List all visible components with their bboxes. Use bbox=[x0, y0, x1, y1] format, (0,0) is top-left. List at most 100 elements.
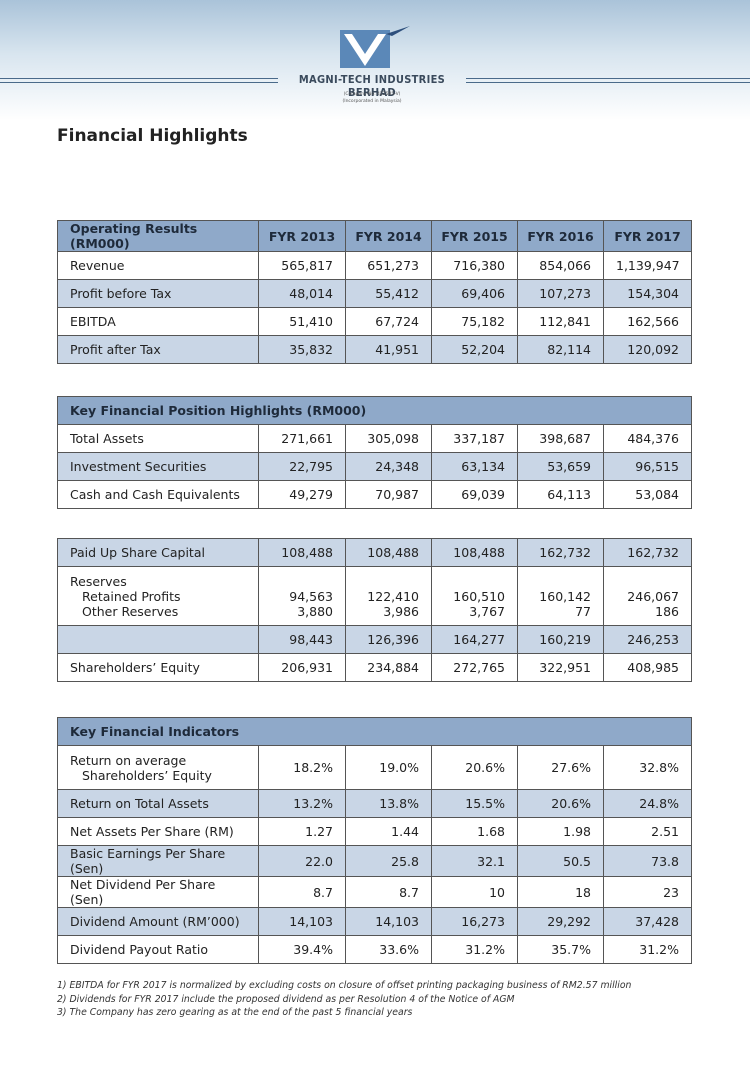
table-row: Shareholders’ Equity 206,931 234,884 272,76… bbox=[57, 653, 692, 682]
rule bbox=[466, 78, 750, 79]
row-label: Dividend Amount (RM’000) bbox=[57, 907, 259, 936]
table-row: Dividend Amount (RM’000) 14,103 14,103 16,2… bbox=[57, 907, 692, 936]
value-cell: 162,732 bbox=[517, 538, 604, 567]
spacer bbox=[616, 574, 679, 589]
table-row: Profit after Tax 35,832 41,951 52,204 82,114… bbox=[57, 335, 692, 364]
sub-value: 122,410 bbox=[367, 588, 419, 604]
value-cell: 337,187 bbox=[431, 424, 518, 453]
rule bbox=[466, 82, 750, 83]
value-cell: 33.6% bbox=[345, 935, 432, 964]
value-cell: 160,142 77 bbox=[517, 566, 604, 626]
value-cell: 19.0% bbox=[345, 745, 432, 790]
sub-label: Other Reserves bbox=[82, 603, 179, 619]
label-line: Return on average bbox=[70, 752, 187, 768]
value-cell: 69,039 bbox=[431, 480, 518, 509]
header-cell: Key Financial Position Highlights (RM000… bbox=[56, 396, 693, 425]
sub-value: 3,880 bbox=[297, 603, 333, 619]
sub-value: 186 bbox=[655, 603, 679, 619]
row-label: Net Assets Per Share (RM) bbox=[57, 817, 259, 846]
value-cell: 49,279 bbox=[258, 480, 346, 509]
table-row: Total Assets 271,661 305,098 337,187 398,687… bbox=[57, 424, 693, 453]
label-line: Shareholders’ Equity bbox=[82, 767, 212, 783]
value-cell: 13.8% bbox=[345, 789, 432, 818]
table-row: Investment Securities 22,795 24,348 63,134 5… bbox=[57, 452, 693, 481]
value-cell: 96,515 bbox=[602, 452, 693, 481]
row-label: Profit before Tax bbox=[57, 279, 259, 308]
value-cell: 112,841 bbox=[517, 307, 604, 336]
value-cell: 13.2% bbox=[258, 789, 346, 818]
value-cell: 565,817 bbox=[258, 251, 346, 280]
value-cell: 305,098 bbox=[345, 424, 432, 453]
data-table: Key Financial Position Highlights (RM000… bbox=[56, 396, 693, 509]
row-label: Shareholders’ Equity bbox=[57, 653, 259, 682]
value-cell: 854,066 bbox=[517, 251, 604, 280]
value-cell: 716,380 bbox=[431, 251, 518, 280]
table-row: Net Assets Per Share (RM) 1.27 1.44 1.68 1.9… bbox=[57, 817, 692, 846]
value-cell: 10 bbox=[431, 876, 518, 908]
value-cell: 29,292 bbox=[517, 907, 604, 936]
value-cell: 35.7% bbox=[517, 935, 604, 964]
logo-swoosh bbox=[386, 26, 410, 36]
value-cell: 18.2% bbox=[258, 745, 346, 790]
value-cell: 24,348 bbox=[345, 452, 432, 481]
sub-value: 77 bbox=[575, 603, 591, 619]
table-row: 98,443 126,396 164,277 160,219 246,253 bbox=[57, 625, 692, 654]
value-cell: 48,014 bbox=[258, 279, 346, 308]
table-row: Basic Earnings Per Share (Sen) 22.0 25.8 32… bbox=[57, 845, 692, 877]
value-cell: 35,832 bbox=[258, 335, 346, 364]
value-cell: 154,304 bbox=[603, 279, 692, 308]
value-cell: 53,659 bbox=[517, 452, 604, 481]
value-cell: 23 bbox=[603, 876, 692, 908]
header-cell: FYR 2013 bbox=[258, 220, 346, 252]
value-cell: 107,273 bbox=[517, 279, 604, 308]
value-cell: 41,951 bbox=[345, 335, 432, 364]
value-cell: 1.68 bbox=[431, 817, 518, 846]
logo-v bbox=[344, 34, 386, 66]
value-cell: 108,488 bbox=[258, 538, 346, 567]
value-cell: 31.2% bbox=[603, 935, 692, 964]
data-table: Operating Results (RM000) FYR 2013 FYR 201… bbox=[57, 220, 692, 364]
sub-value: 160,142 bbox=[539, 588, 591, 604]
row-label: Cash and Cash Equivalents bbox=[57, 480, 259, 509]
value-cell: 94,563 3,880 bbox=[258, 566, 346, 626]
row-label: Paid Up Share Capital bbox=[57, 538, 259, 567]
table-row: Return on average Shareholders’ Equity 18.… bbox=[57, 745, 692, 790]
value-cell: 75,182 bbox=[431, 307, 518, 336]
data-table: Paid Up Share Capital 108,488 108,488 108,4… bbox=[57, 538, 692, 682]
table-row: Dividend Payout Ratio 39.4% 33.6% 31.2% 35.7… bbox=[57, 935, 692, 964]
table-row: Cash and Cash Equivalents 49,279 70,987 69,… bbox=[57, 480, 693, 509]
row-label: Profit after Tax bbox=[57, 335, 259, 364]
value-cell: 234,884 bbox=[345, 653, 432, 682]
footnote: 2) Dividends for FYR 2017 include the pr… bbox=[57, 993, 515, 1005]
value-cell: 82,114 bbox=[517, 335, 604, 364]
table-row: Reserves Retained Profits Other Reserves 9… bbox=[57, 566, 692, 626]
value-cell: 8.7 bbox=[258, 876, 346, 908]
value-cell: 108,488 bbox=[431, 538, 518, 567]
value-cell: 164,277 bbox=[431, 625, 518, 654]
row-label: EBITDA bbox=[57, 307, 259, 336]
header-cell: FYR 2015 bbox=[431, 220, 518, 252]
value-cell: 69,406 bbox=[431, 279, 518, 308]
value-cell: 31.2% bbox=[431, 935, 518, 964]
company-number: (Company No. 422585-V) bbox=[343, 92, 401, 97]
value-cell: 50.5 bbox=[517, 845, 604, 877]
spacer bbox=[271, 574, 333, 589]
logo bbox=[340, 26, 410, 68]
value-cell: 27.6% bbox=[517, 745, 604, 790]
value-cell: 32.8% bbox=[603, 745, 692, 790]
header-cell: FYR 2017 bbox=[603, 220, 692, 252]
sub-value: 3,767 bbox=[469, 603, 505, 619]
value-cell: 122,410 3,986 bbox=[345, 566, 432, 626]
spacer bbox=[530, 574, 591, 589]
table-row: Profit before Tax 48,014 55,412 69,406 107,2… bbox=[57, 279, 692, 308]
value-cell: 14,103 bbox=[345, 907, 432, 936]
page-title: Financial Highlights bbox=[57, 126, 248, 146]
rule bbox=[0, 78, 278, 79]
value-cell: 64,113 bbox=[517, 480, 604, 509]
value-cell: 651,273 bbox=[345, 251, 432, 280]
spacer bbox=[358, 574, 419, 589]
header-row: Key Financial Position Highlights (RM000… bbox=[56, 396, 693, 425]
header-cell: FYR 2016 bbox=[517, 220, 604, 252]
value-cell: 408,985 bbox=[603, 653, 692, 682]
value-cell: 53,084 bbox=[602, 480, 693, 509]
